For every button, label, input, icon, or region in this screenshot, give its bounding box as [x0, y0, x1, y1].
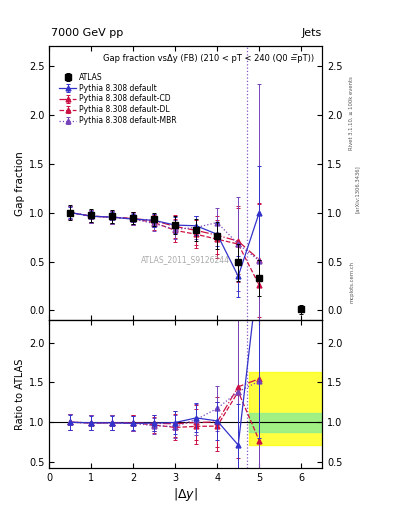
Y-axis label: Gap fraction: Gap fraction: [15, 151, 25, 216]
Text: ATLAS_2011_S9126244: ATLAS_2011_S9126244: [141, 255, 230, 264]
Text: Gap fraction vsΔy (FB) (210 < pT < 240 (Q0 =̅pT)): Gap fraction vsΔy (FB) (210 < pT < 240 (…: [103, 54, 314, 63]
Text: mcplots.cern.ch: mcplots.cern.ch: [349, 261, 354, 303]
Text: Rivet 3.1.10, ≥ 100k events: Rivet 3.1.10, ≥ 100k events: [349, 76, 354, 150]
Text: [arXiv:1306.3436]: [arXiv:1306.3436]: [354, 165, 359, 214]
Text: Jets: Jets: [302, 28, 322, 38]
Legend: ATLAS, Pythia 8.308 default, Pythia 8.308 default-CD, Pythia 8.308 default-DL, P: ATLAS, Pythia 8.308 default, Pythia 8.30…: [59, 72, 177, 126]
Y-axis label: Ratio to ATLAS: Ratio to ATLAS: [15, 359, 25, 430]
X-axis label: $|\Delta y|$: $|\Delta y|$: [173, 486, 198, 503]
Text: 7000 GeV pp: 7000 GeV pp: [51, 28, 123, 38]
